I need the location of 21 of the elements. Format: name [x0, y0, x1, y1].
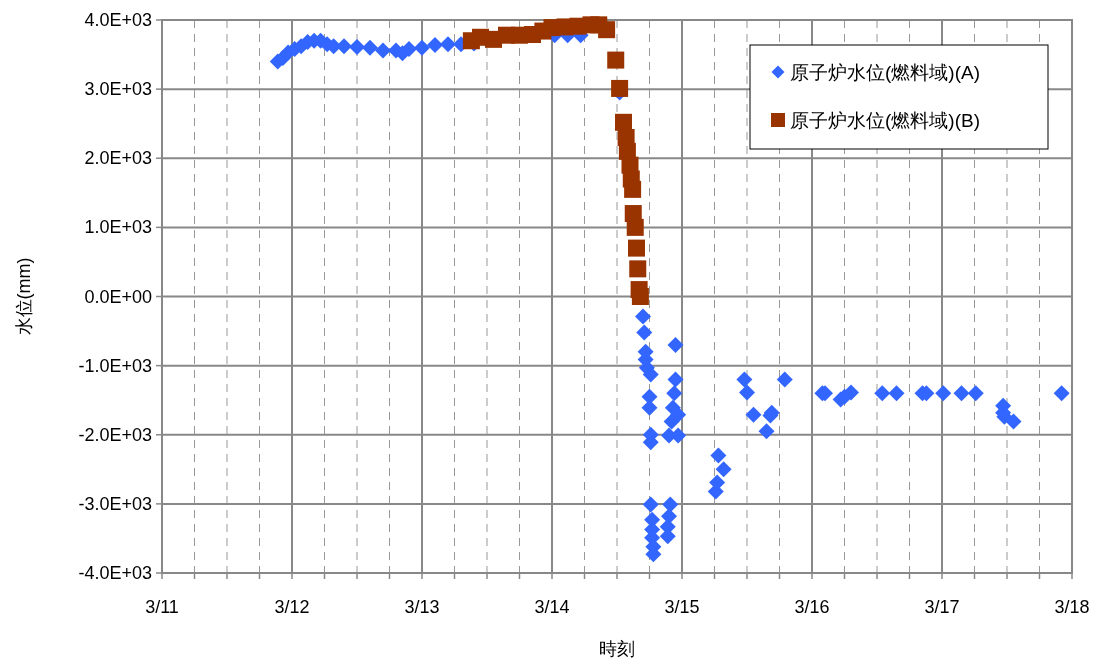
x-tick-label: 3/14 [534, 597, 570, 617]
y-tick-label: -1.0E+03 [78, 355, 152, 376]
x-tick-label: 3/17 [924, 597, 960, 617]
legend-label: 原子炉水位(燃料域)(A) [790, 62, 980, 83]
y-tick-label: 2.0E+03 [84, 148, 152, 169]
x-tick-label: 3/12 [274, 597, 310, 617]
y-tick-label: 3.0E+03 [84, 79, 152, 100]
y-tick-label: 1.0E+03 [84, 217, 152, 238]
x-tick-label: 3/18 [1054, 597, 1090, 617]
y-tick-label: 4.0E+03 [84, 10, 152, 30]
x-tick-label: 3/15 [664, 597, 700, 617]
x-tick-label: 3/13 [404, 597, 440, 617]
x-tick-label: 3/16 [794, 597, 830, 617]
y-tick-label: -2.0E+03 [78, 424, 152, 445]
legend-label: 原子炉水位(燃料域)(B) [790, 110, 980, 131]
x-axis-title: 時刻 [599, 639, 635, 659]
y-axis-title: 水位(mm) [14, 257, 34, 336]
y-tick-label: -3.0E+03 [78, 493, 152, 514]
y-tick-label: 0.0E+00 [84, 286, 152, 307]
y-tick-label: -4.0E+03 [78, 563, 152, 583]
x-tick-label: 3/11 [145, 597, 179, 617]
